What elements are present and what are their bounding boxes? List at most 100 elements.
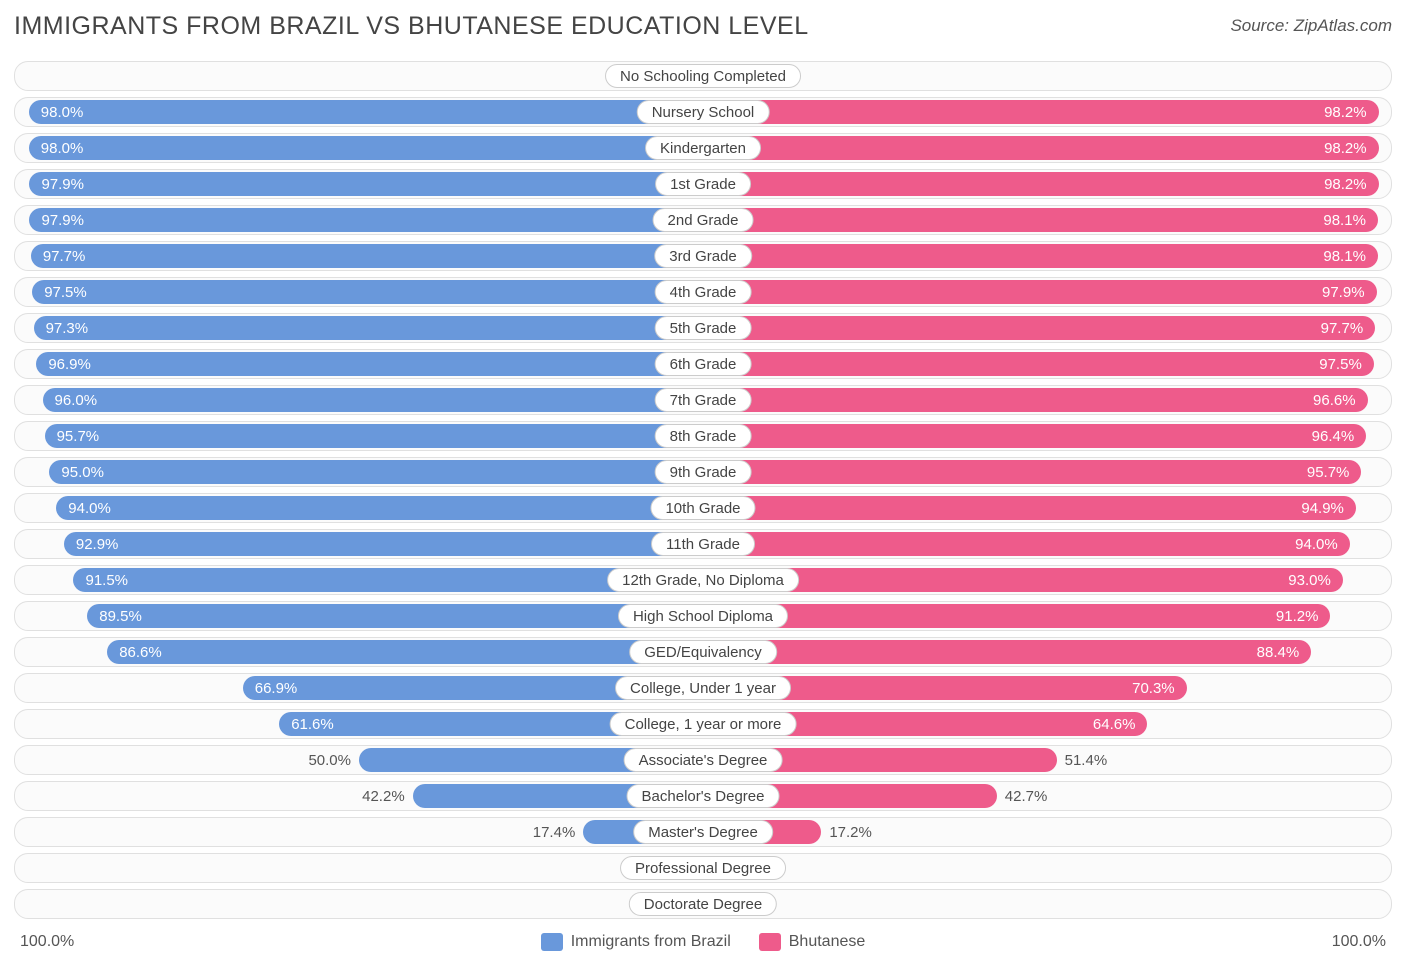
bar-value-b: 96.4% — [1300, 428, 1367, 445]
bar-value-b: 98.2% — [1312, 140, 1379, 157]
bar-value-a: 98.0% — [29, 104, 96, 121]
chart-row: 86.6%88.4%GED/Equivalency — [14, 637, 1392, 667]
bar-series-a: 94.0% — [56, 496, 703, 520]
chart-footer: 100.0% Immigrants from Brazil Bhutanese … — [14, 929, 1392, 955]
bar-series-a: 96.9% — [36, 352, 703, 376]
chart-row: 50.0%51.4%Associate's Degree — [14, 745, 1392, 775]
bar-value-a: 92.9% — [64, 536, 131, 553]
bar-value-a: 96.0% — [43, 392, 110, 409]
bar-series-a: 97.9% — [29, 172, 703, 196]
chart-row: 97.7% 98.1% 3rd Grade — [14, 241, 1392, 271]
chart-row: 2.2%2.3%Doctorate Degree — [14, 889, 1392, 919]
bar-series-a: 98.0% — [29, 100, 703, 124]
chart-row: 97.3%97.7%5th Grade — [14, 313, 1392, 343]
bar-series-b: 94.9% — [703, 496, 1356, 520]
category-label: Associate's Degree — [624, 748, 783, 772]
chart-row: 91.5%93.0%12th Grade, No Diploma — [14, 565, 1392, 595]
chart-title: IMMIGRANTS FROM BRAZIL VS BHUTANESE EDUC… — [14, 12, 809, 41]
chart-row: 97.5%97.9%4th Grade — [14, 277, 1392, 307]
category-label: 6th Grade — [655, 352, 752, 376]
category-label: No Schooling Completed — [605, 64, 801, 88]
category-label: 11th Grade — [651, 532, 755, 556]
bar-value-a: 96.9% — [36, 356, 103, 373]
category-label: Bachelor's Degree — [627, 784, 780, 808]
chart-header: IMMIGRANTS FROM BRAZIL VS BHUTANESE EDUC… — [14, 12, 1392, 41]
chart-row: 97.9% 98.2% 1st Grade — [14, 169, 1392, 199]
bar-series-a: 92.9% — [64, 532, 703, 556]
legend-label-b: Bhutanese — [789, 933, 866, 951]
category-label: Master's Degree — [633, 820, 773, 844]
bar-value-a: 50.0% — [300, 746, 359, 774]
diverging-bar-chart: IMMIGRANTS FROM BRAZIL VS BHUTANESE EDUC… — [14, 12, 1392, 963]
chart-row: 2.1%1.8%No Schooling Completed — [14, 61, 1392, 91]
chart-row: 92.9%94.0%11th Grade — [14, 529, 1392, 559]
bar-series-b: 95.7% — [703, 460, 1361, 484]
category-label: 5th Grade — [655, 316, 752, 340]
category-label: 3rd Grade — [654, 244, 752, 268]
chart-row: 97.9%98.1%2nd Grade — [14, 205, 1392, 235]
bar-series-b: 97.7% — [703, 316, 1375, 340]
category-label: Professional Degree — [620, 856, 786, 880]
chart-row: 94.0%94.9%10th Grade — [14, 493, 1392, 523]
category-label: 8th Grade — [655, 424, 752, 448]
chart-row: 95.0%95.7%9th Grade — [14, 457, 1392, 487]
bar-series-b: 98.2% — [703, 172, 1379, 196]
chart-row: 96.0% 96.6%7th Grade — [14, 385, 1392, 415]
bar-value-b: 93.0% — [1276, 572, 1343, 589]
bar-value-a: 66.9% — [243, 680, 310, 697]
legend: Immigrants from Brazil Bhutanese — [541, 933, 866, 951]
legend-swatch-b — [759, 933, 781, 951]
bar-value-a: 97.5% — [32, 284, 99, 301]
bar-series-a: 95.0% — [49, 460, 703, 484]
bar-series-b: 88.4% — [703, 640, 1311, 664]
bar-value-a: 95.7% — [45, 428, 112, 445]
chart-source: Source: ZipAtlas.com — [1230, 16, 1392, 36]
bar-value-a: 89.5% — [87, 608, 154, 625]
axis-right-label: 100.0% — [1332, 933, 1386, 951]
bar-value-a: 86.6% — [107, 644, 174, 661]
chart-row: 89.5%91.2%High School Diploma — [14, 601, 1392, 631]
bar-series-a: 86.6% — [107, 640, 703, 664]
bar-series-a: 89.5% — [87, 604, 703, 628]
bar-value-b: 70.3% — [1120, 680, 1187, 697]
bar-series-b: 98.2% — [703, 136, 1379, 160]
bar-value-b: 98.1% — [1311, 212, 1378, 229]
source-prefix: Source: — [1230, 16, 1293, 35]
category-label: 1st Grade — [655, 172, 751, 196]
bar-value-b: 98.2% — [1312, 104, 1379, 121]
category-label: 7th Grade — [655, 388, 752, 412]
bar-value-a: 17.4% — [525, 818, 584, 846]
bar-value-b: 97.5% — [1307, 356, 1374, 373]
bar-value-a: 97.9% — [29, 176, 96, 193]
category-label: Kindergarten — [645, 136, 761, 160]
bar-series-b: 98.2% — [703, 100, 1379, 124]
bar-series-b: 96.6% — [703, 388, 1368, 412]
legend-item-a: Immigrants from Brazil — [541, 933, 731, 951]
bar-value-b: 91.2% — [1264, 608, 1331, 625]
bar-value-b: 88.4% — [1245, 644, 1312, 661]
category-label: 2nd Grade — [653, 208, 754, 232]
bar-value-a: 97.7% — [31, 248, 98, 265]
bar-value-b: 97.9% — [1310, 284, 1377, 301]
bar-value-b: 97.7% — [1309, 320, 1376, 337]
chart-row: 98.0% 98.2% Kindergarten — [14, 133, 1392, 163]
bar-series-b: 91.2% — [703, 604, 1330, 628]
chart-row: 61.6%64.6%College, 1 year or more — [14, 709, 1392, 739]
source-name: ZipAtlas.com — [1294, 16, 1392, 35]
chart-row: 95.7% 96.4% 8th Grade — [14, 421, 1392, 451]
bar-value-a: 98.0% — [29, 140, 96, 157]
bar-value-b: 42.7% — [997, 782, 1056, 810]
bar-value-b: 98.1% — [1311, 248, 1378, 265]
bar-series-a: 96.0% — [43, 388, 703, 412]
bar-value-b: 94.9% — [1289, 500, 1356, 517]
bar-value-a: 95.0% — [49, 464, 116, 481]
bar-series-b: 97.5% — [703, 352, 1374, 376]
chart-row: 66.9% 70.3% College, Under 1 year — [14, 673, 1392, 703]
bar-series-a: 98.0% — [29, 136, 703, 160]
category-label: College, Under 1 year — [615, 676, 791, 700]
bar-series-a: 97.7% — [31, 244, 703, 268]
bar-value-a: 42.2% — [354, 782, 413, 810]
bar-value-b: 98.2% — [1312, 176, 1379, 193]
bar-series-b: 96.4% — [703, 424, 1366, 448]
legend-swatch-a — [541, 933, 563, 951]
